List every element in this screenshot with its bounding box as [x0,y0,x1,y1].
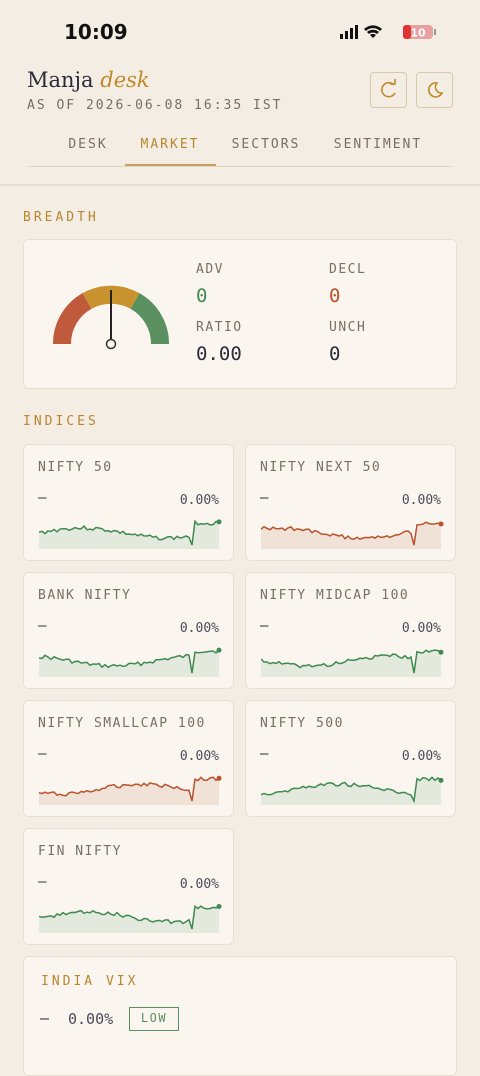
stat-label: UNCH [329,320,367,335]
index-name: NIFTY 500 [260,716,344,731]
index-card: NIFTY NEXT 50 — 0.00% [245,444,456,561]
brand: Manja desk [27,68,150,92]
status-icons: 10 [340,25,436,40]
sparkline-part [261,522,441,549]
index-card: NIFTY 50 — 0.00% [23,444,234,561]
sparkline [261,521,444,549]
sparkline-part [216,519,222,525]
sparkline [261,776,444,805]
index-name: FIN NIFTY [38,844,122,859]
header-shadow [0,184,480,186]
index-change: 0.00% [401,621,441,636]
section-title: BREADTH [23,210,99,225]
vix-title: INDIA VIX [41,974,139,989]
index-card: FIN NIFTY — 0.00% [23,828,234,945]
sparkline-part [39,519,220,546]
index-change: 0.00% [401,749,441,764]
sparkline-part [39,777,219,805]
sparkline-part [216,775,222,781]
index-card: NIFTY 500 — 0.00% [245,700,456,817]
index-change: 0.00% [179,621,219,636]
stat-value: 0 [329,343,341,365]
sparkline-part [216,904,222,909]
sparkline [261,649,444,677]
tab-underline [125,164,216,166]
index-dash: — [260,618,269,634]
index-name: BANK NIFTY [38,588,132,603]
brand-accent: desk [100,68,150,92]
brand-name: Manja [27,68,94,92]
sparkline-part [39,649,220,674]
tab[interactable]: DESK [68,137,108,152]
tab[interactable]: SECTORS [231,137,301,152]
stat-label: DECL [329,262,367,277]
sparkline-part [261,521,442,546]
vix-dash: — [40,1009,50,1027]
sparkline [39,904,222,933]
gauge [52,285,169,350]
index-change: 0.00% [179,493,219,508]
sparkline-part [261,777,441,805]
index-change: 0.00% [179,877,219,892]
clock: 10:09 [64,20,128,44]
sparkline [39,647,222,677]
index-name: NIFTY MIDCAP 100 [260,588,410,603]
vix-card: INDIA VIX — 0.00% LOW [23,956,457,1076]
index-dash: — [38,874,47,890]
sparkline-part [39,906,219,933]
sparkline-part [39,904,220,930]
stat-value: 0.00 [196,343,242,365]
index-dash: — [38,490,47,506]
index-name: NIFTY SMALLCAP 100 [38,716,206,731]
index-change: 0.00% [179,749,219,764]
sparkline-part [438,521,444,527]
sparkline-part [261,776,442,804]
index-dash: — [260,746,269,762]
vix-change: 0.00% [68,1010,114,1028]
index-change: 0.00% [401,493,441,508]
stat-label: RATIO [196,320,243,335]
tab[interactable]: SENTIMENT [333,137,423,152]
section-title: INDICES [23,414,99,429]
sparkline-part [39,776,220,802]
sparkline-part [261,649,442,674]
refresh-button[interactable] [370,72,407,108]
stat-value: 0 [196,285,208,307]
sparkline-part [216,647,222,653]
index-name: NIFTY NEXT 50 [260,460,382,475]
screen: 10:09 10 Manja desk AS OF 2026-06-08 16:… [0,20,480,1076]
stat-label: ADV [196,262,224,277]
sparkline [39,775,222,805]
sparkline-part [261,650,441,677]
sparkline-part [39,521,219,549]
sparkline [39,519,222,549]
index-card: NIFTY SMALLCAP 100 — 0.00% [23,700,234,817]
sparkline-part [438,777,444,783]
index-dash: — [38,618,47,634]
index-name: NIFTY 50 [38,460,113,475]
battery-level: 10 [410,27,426,40]
tab-divider [27,166,453,167]
index-card: NIFTY MIDCAP 100 — 0.00% [245,572,456,689]
index-dash: — [260,490,269,506]
as-of: AS OF 2026-06-08 16:35 IST [27,98,283,113]
vix-level: LOW [129,1007,179,1031]
index-card: BANK NIFTY — 0.00% [23,572,234,689]
tab[interactable]: MARKET [140,137,200,152]
sparkline-part [438,649,444,655]
index-dash: — [38,746,47,762]
stat-value: 0 [329,285,341,307]
theme-button[interactable] [416,72,453,108]
breadth-card: ADV 0 DECL 0 RATIO 0.00 UNCH 0 [23,239,457,389]
